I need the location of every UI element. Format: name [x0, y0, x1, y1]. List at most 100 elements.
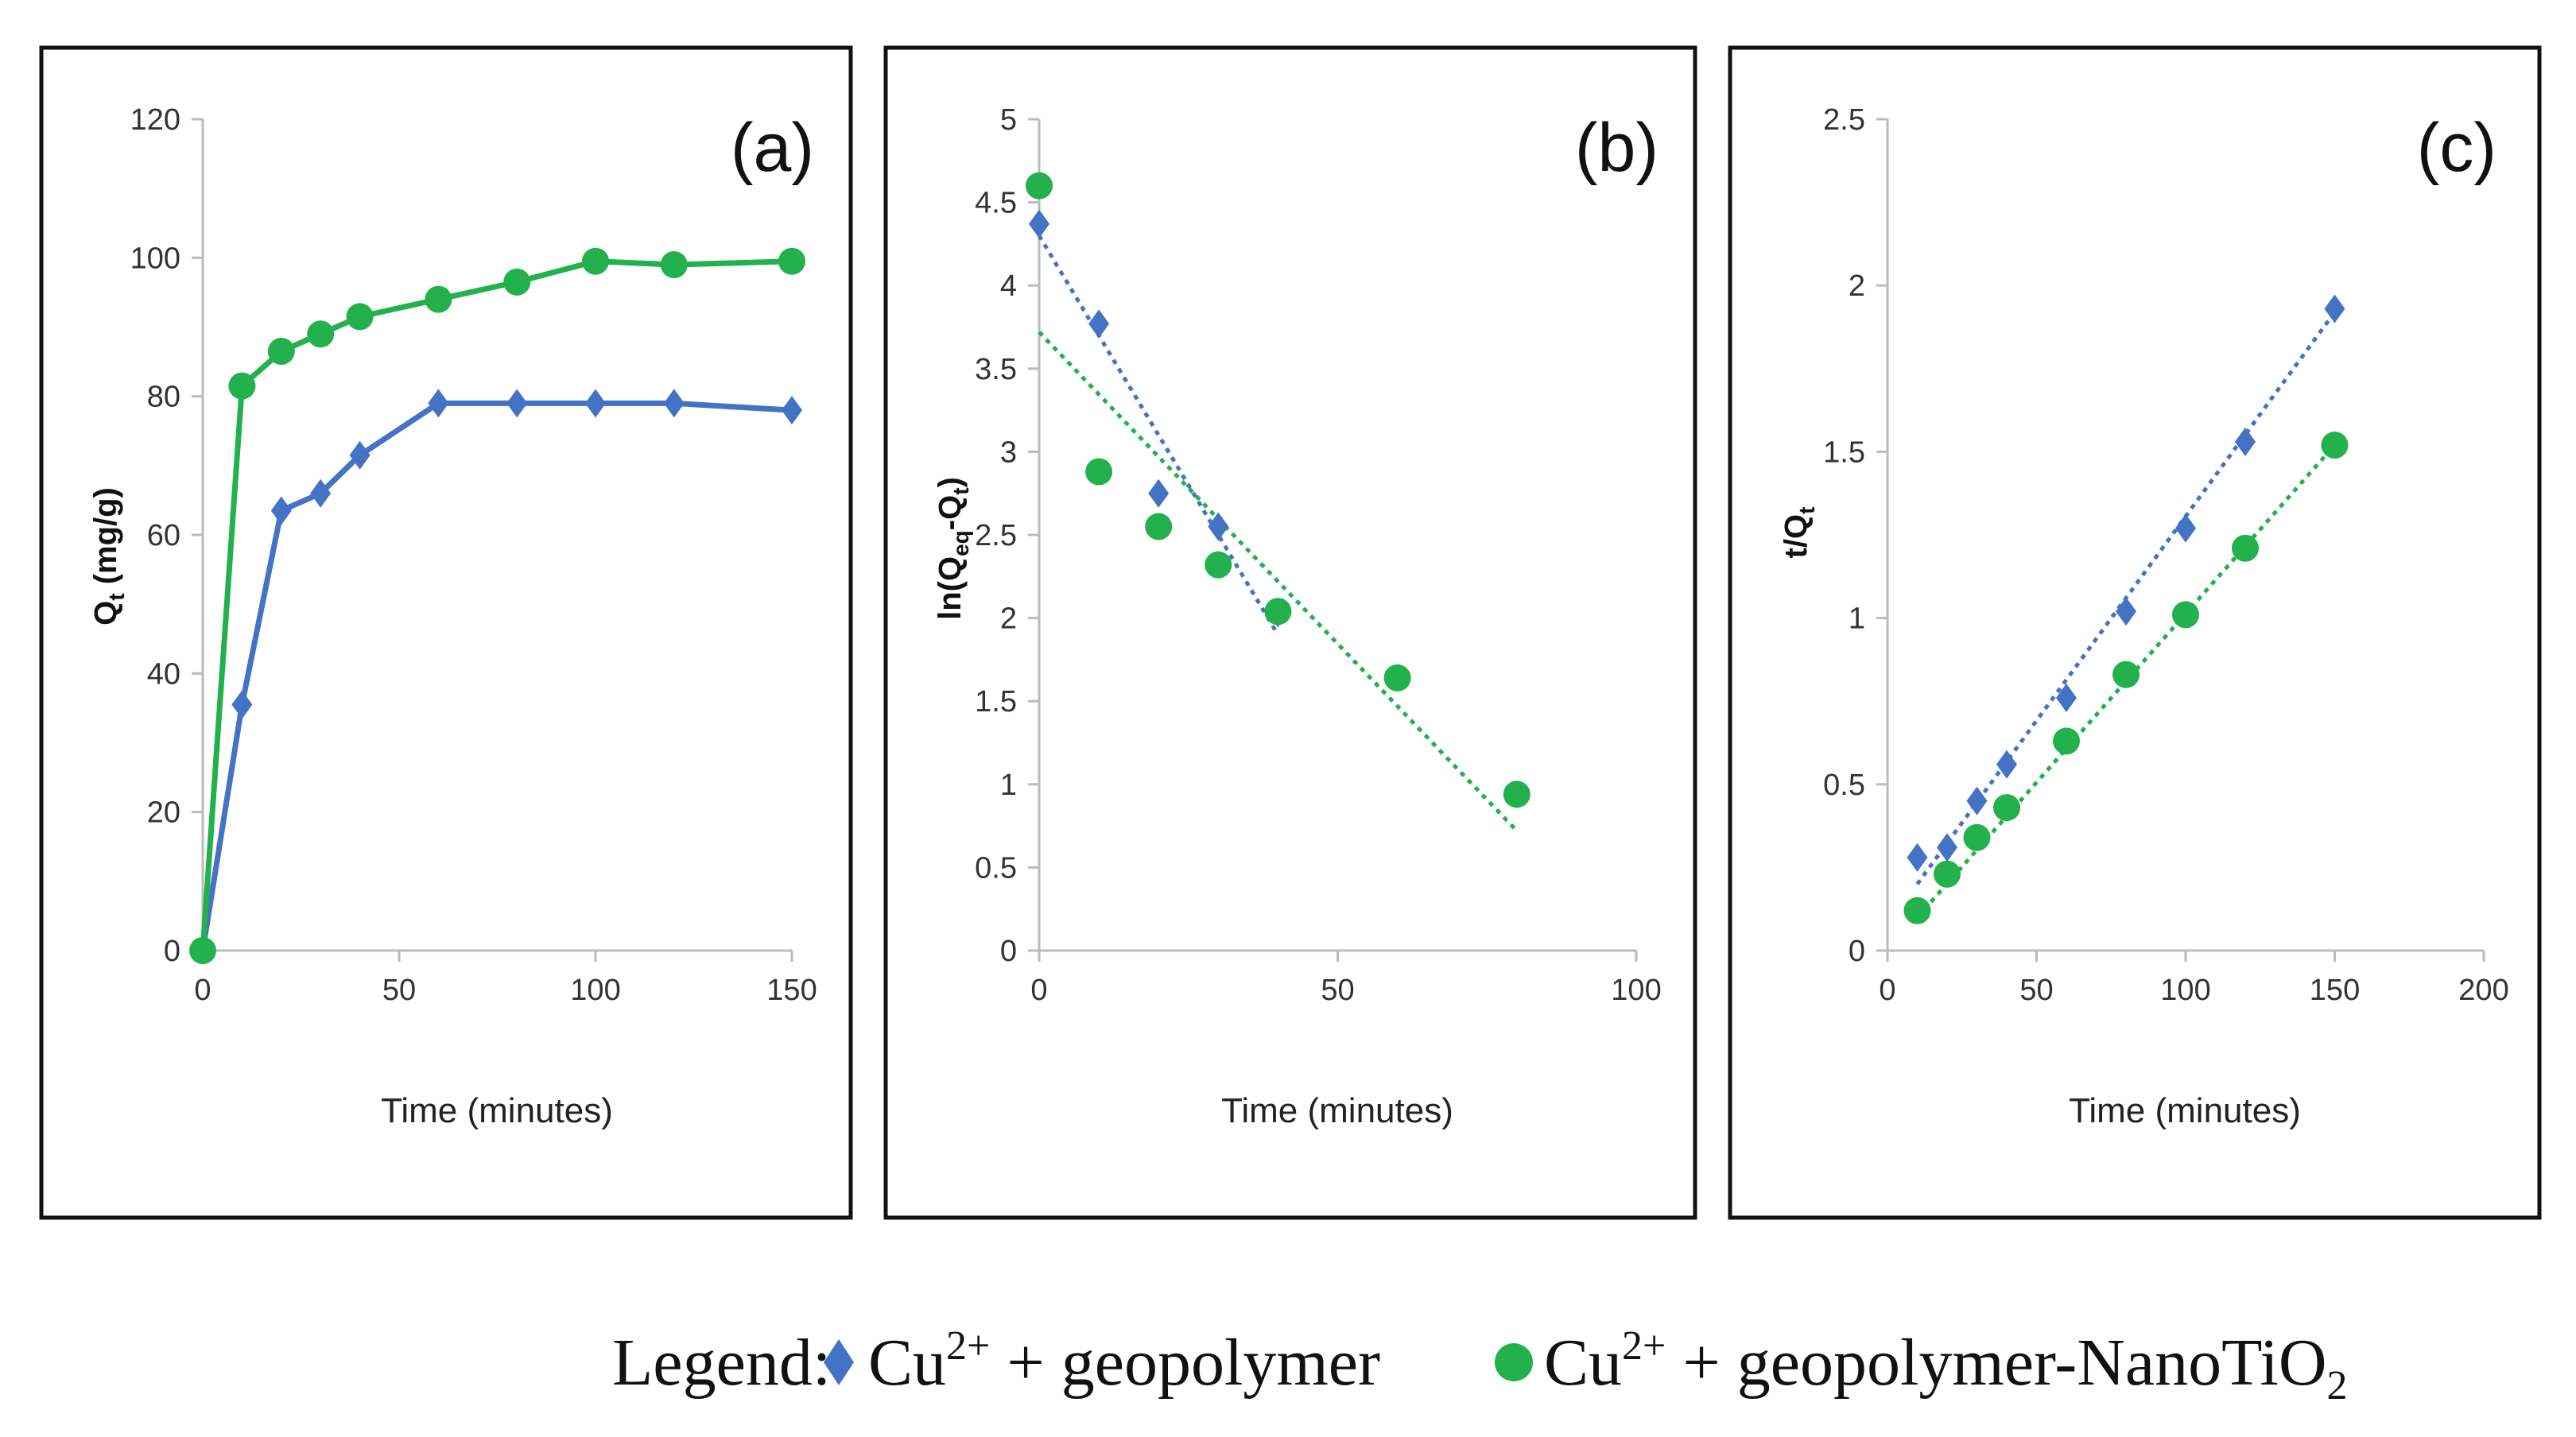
panel-c-y-axis-title: t/Qt	[1779, 507, 1819, 559]
panel-c-point-diamond	[1966, 786, 1988, 815]
panel-a-y-tick-label: 100	[130, 242, 180, 275]
panel-c-point-diamond	[2116, 597, 2136, 626]
panel-c-point-circle	[2053, 727, 2080, 755]
panel-a-point-circle	[425, 285, 452, 313]
panel-c-point-circle	[2172, 601, 2199, 629]
panel-b-y-axis-title: ln(Qeq-Qt)	[933, 477, 973, 620]
panel-c-y-ticks: 0 0.5 1 1.5 2 2.5	[1823, 103, 1887, 968]
panel-c-y-tick-label: 2.5	[1823, 103, 1865, 137]
panel-c-point-diamond	[1907, 842, 1928, 872]
panel-a-y-tick-label: 80	[147, 381, 180, 414]
panel-a-y-tick-label: 20	[147, 796, 180, 830]
panel-b-point-circle	[1145, 513, 1173, 540]
panel-b-x-tick-label: 50	[1321, 974, 1354, 1007]
panel-a-point-circle	[228, 372, 256, 400]
panel-a-x-tick-label: 50	[382, 974, 416, 1007]
panel-a-point-diamond	[310, 478, 332, 508]
legend-item-geopolymer-nanotio2: Cu2+ + geopolymer-NanoTiO2	[1544, 1323, 2348, 1408]
panel-a-point-diamond	[585, 389, 606, 418]
panel-c-x-tick-label: 0	[1879, 974, 1895, 1007]
panel-b-x-tick-label: 0	[1030, 974, 1047, 1007]
panel-c-point-diamond	[2324, 294, 2345, 323]
panel-a-point-circle	[582, 247, 609, 275]
panel-b-y-tick-label: 0	[1000, 935, 1017, 968]
panel-a-point-circle	[660, 251, 688, 279]
panel-a-point-diamond	[663, 389, 685, 418]
panel-c-y-tick-label: 0	[1849, 935, 1865, 968]
panel-c-point-circle	[2112, 660, 2140, 688]
panel-a-y-tick-label: 120	[130, 103, 180, 137]
panel-a-x-axis-title: Time (minutes)	[381, 1091, 613, 1130]
panel-a-x-tick-label: 0	[194, 974, 211, 1007]
panel-a-series-line-1	[200, 400, 793, 951]
panel-b-x-axis-title: Time (minutes)	[1221, 1091, 1453, 1130]
panel-a-point-diamond	[270, 496, 292, 525]
panel-a-series-lines	[200, 258, 793, 951]
panel-c-series-points	[1903, 294, 2349, 924]
panel-b-y-tick-label: 4	[1000, 269, 1017, 303]
panel-a-y-tick-label: 40	[147, 657, 180, 691]
panel-b-y-tick-label: 3	[1000, 436, 1017, 469]
panel-c-y-tick-label: 1.5	[1823, 436, 1865, 469]
panel-b-point-diamond	[1088, 309, 1110, 339]
legend-title: Legend:	[612, 1326, 831, 1400]
panel-c-x-tick-label: 200	[2458, 974, 2508, 1007]
panel-a-point-diamond	[428, 389, 449, 418]
panel-b-series-points	[1026, 172, 1530, 808]
panel-b-y-tick-label: 5	[1000, 103, 1017, 137]
panel-b-trendline-2	[1038, 331, 1519, 833]
panel-b-trendline-1	[1037, 234, 1280, 636]
panel-b-point-circle	[1085, 458, 1113, 486]
panel-b-frame	[883, 45, 1697, 1220]
panel-c-frame	[1728, 45, 2542, 1220]
panel-a-point-circle	[778, 247, 805, 275]
panel-a-point-diamond	[349, 440, 370, 470]
panel-c-y-tick-label: 1	[1849, 602, 1865, 636]
panel-a-x-tick-label: 150	[766, 974, 817, 1007]
panel-a-point-circle	[267, 338, 295, 366]
panel-b-y-tick-label: 0.5	[975, 851, 1017, 885]
panel-b-point-diamond	[1208, 512, 1229, 541]
panel-a-point-diamond	[782, 396, 802, 425]
panel-b-letter: (b)	[1575, 110, 1658, 186]
panel-c-point-circle	[1903, 897, 1931, 924]
panel-c-point-circle	[1934, 860, 1961, 888]
panel-a-point-circle	[503, 268, 531, 296]
panel-b-y-tick-label: 2	[1000, 602, 1017, 636]
panel-c-x-tick-label: 150	[2310, 974, 2360, 1007]
panel-a-point-diamond	[506, 389, 528, 418]
panel-a-x-tick-label: 100	[570, 974, 620, 1007]
panel-c-x-axis-title: Time (minutes)	[2069, 1091, 2301, 1130]
panel-a-frame	[39, 45, 853, 1220]
panel-c-point-diamond	[2235, 427, 2256, 456]
panel-a-point-circle	[189, 937, 216, 964]
legend: Legend: Cu2+ + geopolymer Cu2+ + geopoly…	[612, 1323, 2348, 1408]
panel-c-x-tick-label: 50	[2019, 974, 2053, 1007]
panel-b-y-ticks: 0 0.5 1 1.5 2 2.5 3 3.5 4 4.5 5	[975, 103, 1039, 968]
panel-b: 0 0.5 1 1.5 2 2.5 3 3.5 4 4.5 5 0 50 100 (b) Time (m…	[883, 45, 1697, 1220]
panel-c-x-ticks: 0 50 100 150 200	[1879, 951, 2509, 1007]
panel-c-point-diamond	[1937, 833, 1957, 862]
panel-a-series-line-2	[200, 258, 793, 951]
panel-a-x-ticks: 0 50 100 150	[194, 951, 817, 1007]
panel-a-y-axis-title: Qt (mg/g)	[88, 487, 129, 626]
panel-b-point-circle	[1205, 551, 1232, 579]
panel-b-y-tick-label: 2.5	[975, 519, 1017, 552]
panel-c-point-circle	[2321, 432, 2349, 459]
panel-b-y-tick-label: 1	[1000, 769, 1017, 802]
panel-b-y-tick-label: 3.5	[975, 353, 1017, 386]
panel-c: 0 0.5 1 1.5 2 2.5 0 50 100 150 200 (c) Time (minu…	[1728, 45, 2542, 1220]
panel-a-point-circle	[307, 320, 335, 348]
panel-b-trendlines	[1037, 234, 1519, 833]
legend-item-geopolymer: Cu2+ + geopolymer	[868, 1323, 1380, 1400]
legend-diamond-marker	[824, 1339, 854, 1385]
panel-a-series-points	[189, 247, 805, 965]
panel-c-point-diamond	[2056, 684, 2077, 713]
panel-c-y-tick-label: 2	[1849, 269, 1865, 303]
panel-b-x-ticks: 0 50 100	[1030, 951, 1662, 1007]
panel-c-point-diamond	[1996, 749, 2017, 779]
panel-b-point-circle	[1383, 664, 1411, 691]
panel-a-point-circle	[346, 303, 374, 331]
panel-b-point-diamond	[1029, 209, 1049, 238]
